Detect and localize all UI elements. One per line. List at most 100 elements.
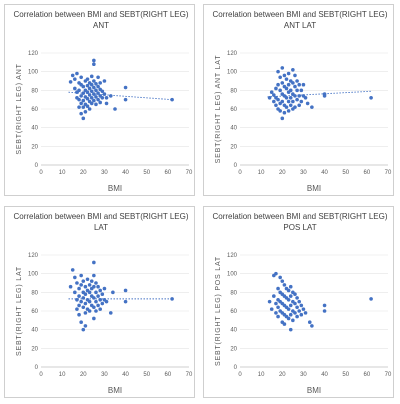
data-point xyxy=(92,284,96,289)
chart-title: Correlation between BMI and SEBT(RIGHT L… xyxy=(13,10,188,19)
data-point xyxy=(274,301,278,306)
data-point xyxy=(274,86,278,91)
data-point xyxy=(278,109,282,113)
data-point xyxy=(79,94,83,98)
data-point xyxy=(280,116,285,121)
data-point xyxy=(286,109,291,113)
data-point xyxy=(299,312,304,317)
x-tick-label: 60 xyxy=(364,170,371,176)
data-point xyxy=(77,88,81,93)
data-point xyxy=(77,105,81,109)
data-point xyxy=(94,88,98,93)
trendline xyxy=(68,91,173,101)
data-point xyxy=(77,303,81,308)
data-point xyxy=(291,99,295,104)
x-tick-label: 20 xyxy=(279,170,286,176)
data-point xyxy=(286,288,291,293)
data-point xyxy=(100,89,105,94)
data-point xyxy=(269,307,274,311)
data-point xyxy=(73,275,77,280)
y-tick-label: 40 xyxy=(31,328,38,334)
x-tick-label: 10 xyxy=(59,170,66,176)
data-point xyxy=(284,77,289,81)
x-tick-label: 40 xyxy=(122,170,129,176)
scatter-chart-ant-lat: Correlation between BMI and SEBT(RIGHT L… xyxy=(212,10,392,193)
data-point xyxy=(286,99,291,104)
data-point xyxy=(92,305,96,310)
data-point xyxy=(73,86,77,91)
data-point xyxy=(100,301,105,306)
chart-panel-ant-lat: Correlation between BMI and SEBT(RIGHT L… xyxy=(203,4,394,196)
x-tick-label: 30 xyxy=(300,372,307,378)
data-point xyxy=(108,311,113,315)
x-tick-label: 40 xyxy=(321,170,328,176)
data-point xyxy=(77,294,81,298)
x-tick-label: 0 xyxy=(238,372,242,378)
data-point xyxy=(276,305,280,310)
x-tick-label: 70 xyxy=(385,372,392,378)
data-point xyxy=(293,73,297,78)
y-tick-label: 120 xyxy=(227,253,238,259)
data-point xyxy=(94,95,98,99)
data-point xyxy=(104,101,109,106)
data-point xyxy=(295,314,299,319)
data-point xyxy=(83,284,88,289)
x-axis-label: BMI xyxy=(307,184,321,193)
data-point xyxy=(272,294,276,298)
x-tick-label: 10 xyxy=(59,372,66,378)
x-tick-label: 40 xyxy=(122,372,129,378)
data-point xyxy=(92,273,96,278)
y-tick-label: 20 xyxy=(31,346,38,352)
data-point xyxy=(282,110,287,115)
data-point xyxy=(89,82,94,87)
data-point xyxy=(92,58,96,63)
data-point xyxy=(96,284,100,289)
data-point xyxy=(274,311,278,315)
y-tick-label: 120 xyxy=(28,51,39,57)
data-point xyxy=(276,82,280,87)
x-tick-label: 0 xyxy=(238,170,242,176)
data-point xyxy=(98,81,102,85)
y-tick-label: 100 xyxy=(28,272,39,278)
data-point xyxy=(301,307,306,311)
data-point xyxy=(303,96,308,100)
data-point xyxy=(96,75,100,80)
chart-title: Correlation between BMI and SEBT(RIGHT L… xyxy=(212,10,387,19)
y-axis-label: SEBT(RIGHT LEG) ANT LAT xyxy=(215,55,222,164)
y-tick-label: 0 xyxy=(35,163,39,169)
data-point xyxy=(87,86,92,91)
data-point xyxy=(284,105,289,109)
chart-subtitle: LAT xyxy=(94,223,108,232)
data-point xyxy=(295,88,299,93)
data-point xyxy=(284,96,289,100)
data-point xyxy=(89,101,94,106)
x-tick-label: 70 xyxy=(186,170,193,176)
x-tick-label: 20 xyxy=(80,170,87,176)
data-point xyxy=(108,94,113,98)
x-axis-label: BMI xyxy=(307,386,321,395)
data-point xyxy=(87,283,92,287)
data-point xyxy=(295,305,299,310)
data-point xyxy=(81,279,86,283)
data-point xyxy=(170,297,174,301)
data-point xyxy=(293,301,297,306)
data-point xyxy=(299,303,304,308)
x-tick-label: 50 xyxy=(143,170,150,176)
data-point xyxy=(293,94,297,98)
data-point xyxy=(293,84,297,89)
scatter-chart-lat: Correlation between BMI and SEBT(RIGHT L… xyxy=(13,212,193,395)
x-tick-label: 60 xyxy=(364,372,371,378)
data-point xyxy=(293,105,297,109)
data-point xyxy=(81,105,86,109)
data-point xyxy=(98,288,102,293)
data-point xyxy=(280,99,285,104)
data-point xyxy=(295,296,299,300)
data-point xyxy=(87,290,92,295)
data-point xyxy=(79,101,83,106)
data-point xyxy=(123,299,128,304)
data-point xyxy=(278,275,282,280)
y-tick-label: 20 xyxy=(31,144,38,150)
data-point xyxy=(79,283,83,287)
data-point xyxy=(81,84,86,89)
data-point xyxy=(79,273,83,278)
